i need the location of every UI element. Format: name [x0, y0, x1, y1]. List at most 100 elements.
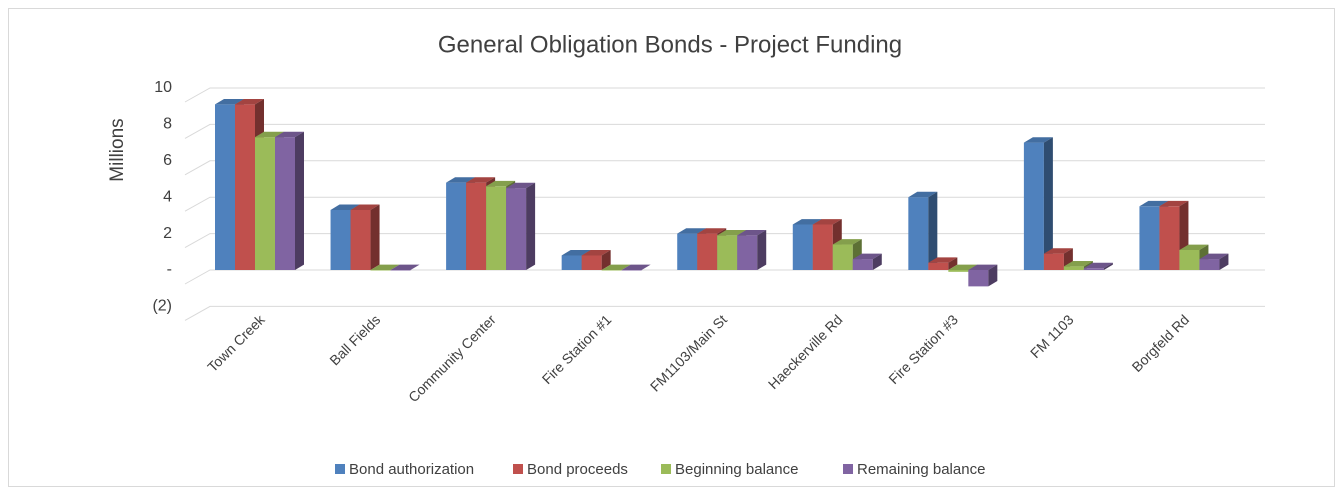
bar-front — [908, 197, 929, 270]
bar-side — [757, 230, 767, 270]
bar-top — [1043, 248, 1073, 254]
bar-front — [235, 104, 255, 270]
bar-front — [928, 262, 949, 270]
y-tick-label: (2) — [152, 298, 172, 315]
bar-front — [812, 224, 833, 270]
legend-swatch — [843, 464, 853, 474]
bar-top — [1023, 137, 1053, 143]
bar-top — [621, 264, 651, 270]
bar-side — [1103, 262, 1113, 270]
y-tick-label: 4 — [163, 188, 172, 205]
bar-front — [350, 209, 371, 270]
y-tick-label: 8 — [163, 116, 172, 133]
bar-front — [1083, 268, 1104, 270]
legend-swatch — [513, 464, 523, 474]
bar-front — [215, 104, 235, 270]
bar-top — [561, 250, 591, 256]
bar-top — [446, 177, 476, 183]
bar-side — [948, 257, 958, 270]
bar-side — [370, 204, 380, 270]
bar-top — [1159, 200, 1189, 207]
legend-label: Bond authorization — [349, 461, 474, 478]
bar-top — [255, 131, 284, 138]
bar-front — [717, 235, 738, 270]
bar-top — [737, 230, 767, 236]
bar-top — [908, 191, 938, 198]
bar-top — [1063, 260, 1093, 267]
bar-front — [1023, 142, 1044, 270]
bar-front — [697, 233, 718, 270]
bar-top — [792, 219, 822, 225]
bar-front — [677, 233, 698, 270]
bar-front — [832, 244, 853, 270]
bar-top — [812, 219, 842, 225]
bar — [1083, 262, 1113, 270]
y-tick-label: 6 — [163, 152, 172, 169]
bar — [601, 264, 631, 271]
chart-border — [8, 8, 1335, 487]
bar-front — [275, 137, 295, 270]
bar — [350, 204, 380, 270]
bar-front — [1063, 266, 1084, 270]
y-tick-label: 2 — [163, 225, 172, 242]
bar-front — [601, 270, 622, 271]
bar — [968, 264, 998, 287]
grid-line — [184, 160, 1265, 176]
bar-front — [506, 188, 527, 270]
bar-front — [621, 270, 642, 271]
bar-front — [737, 235, 758, 270]
bar-top — [1199, 253, 1229, 260]
legend-label: Beginning balance — [675, 461, 798, 478]
legend-label: Remaining balance — [857, 461, 985, 478]
bar-front — [1139, 206, 1160, 270]
bar-front — [792, 224, 813, 270]
bar-front — [1199, 259, 1220, 270]
bar — [506, 182, 536, 270]
bar-side — [872, 253, 882, 270]
bar-front — [581, 255, 602, 270]
bar-side — [1219, 253, 1229, 270]
bar-top — [1139, 200, 1169, 207]
bar — [1023, 137, 1053, 270]
bar-front — [255, 137, 275, 270]
legend-label: Bond proceeds — [527, 461, 628, 478]
bar — [275, 131, 304, 270]
y-tick-label: 10 — [154, 79, 172, 96]
bar-front — [968, 270, 989, 287]
bar-front — [446, 182, 467, 270]
bar-top — [928, 257, 958, 263]
bar-front — [330, 209, 351, 270]
bar-front — [1043, 253, 1064, 270]
bar-top — [948, 264, 978, 270]
bar-top — [486, 180, 516, 187]
bar-top — [370, 264, 400, 270]
bar-front — [561, 255, 582, 270]
bar — [370, 264, 400, 271]
bar-side — [295, 131, 304, 270]
bar-top — [466, 177, 496, 183]
bar-side — [928, 191, 938, 270]
bar-top — [697, 228, 727, 234]
bar — [737, 230, 767, 270]
bar — [852, 253, 882, 270]
bar-front — [370, 270, 391, 271]
bar-front — [1179, 249, 1200, 270]
bar-top — [390, 264, 420, 270]
legend-swatch — [335, 464, 345, 474]
bar — [621, 264, 651, 271]
bar — [908, 191, 938, 270]
bar-top — [350, 204, 380, 210]
bar-front — [948, 270, 969, 272]
bar-top — [832, 239, 862, 245]
grid-line — [184, 87, 1265, 103]
bar-top — [1083, 262, 1113, 269]
bar — [581, 250, 611, 270]
bar — [390, 264, 420, 271]
bar-side — [601, 250, 611, 270]
grid-line — [184, 305, 1265, 321]
bar-top — [581, 250, 611, 256]
bar-top — [506, 182, 536, 189]
chart-title: General Obligation Bonds - Project Fundi… — [438, 31, 902, 58]
grid-line — [184, 123, 1265, 139]
